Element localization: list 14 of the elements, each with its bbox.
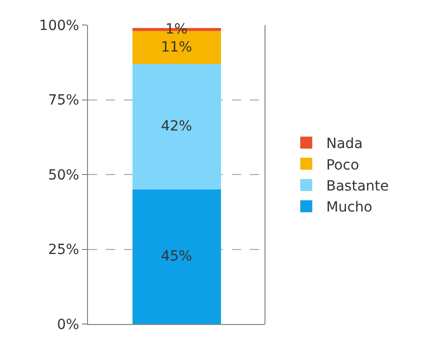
legend-label: Mucho	[326, 200, 372, 216]
data-label: 11%	[160, 39, 192, 56]
data-label: 42%	[160, 118, 192, 135]
y-tick-label: 50%	[48, 167, 80, 184]
legend-label: Nada	[326, 136, 363, 152]
data-label: 45%	[160, 248, 192, 265]
legend-label: Bastante	[326, 178, 389, 194]
y-tick-label: 100%	[39, 18, 80, 34]
y-tick-label: 25%	[48, 242, 80, 258]
bar	[132, 189, 221, 324]
y-tick-label: 0%	[56, 316, 80, 333]
bar	[132, 64, 221, 190]
legend-label: Poco	[326, 157, 360, 174]
y-tick-label: 75%	[48, 92, 80, 109]
